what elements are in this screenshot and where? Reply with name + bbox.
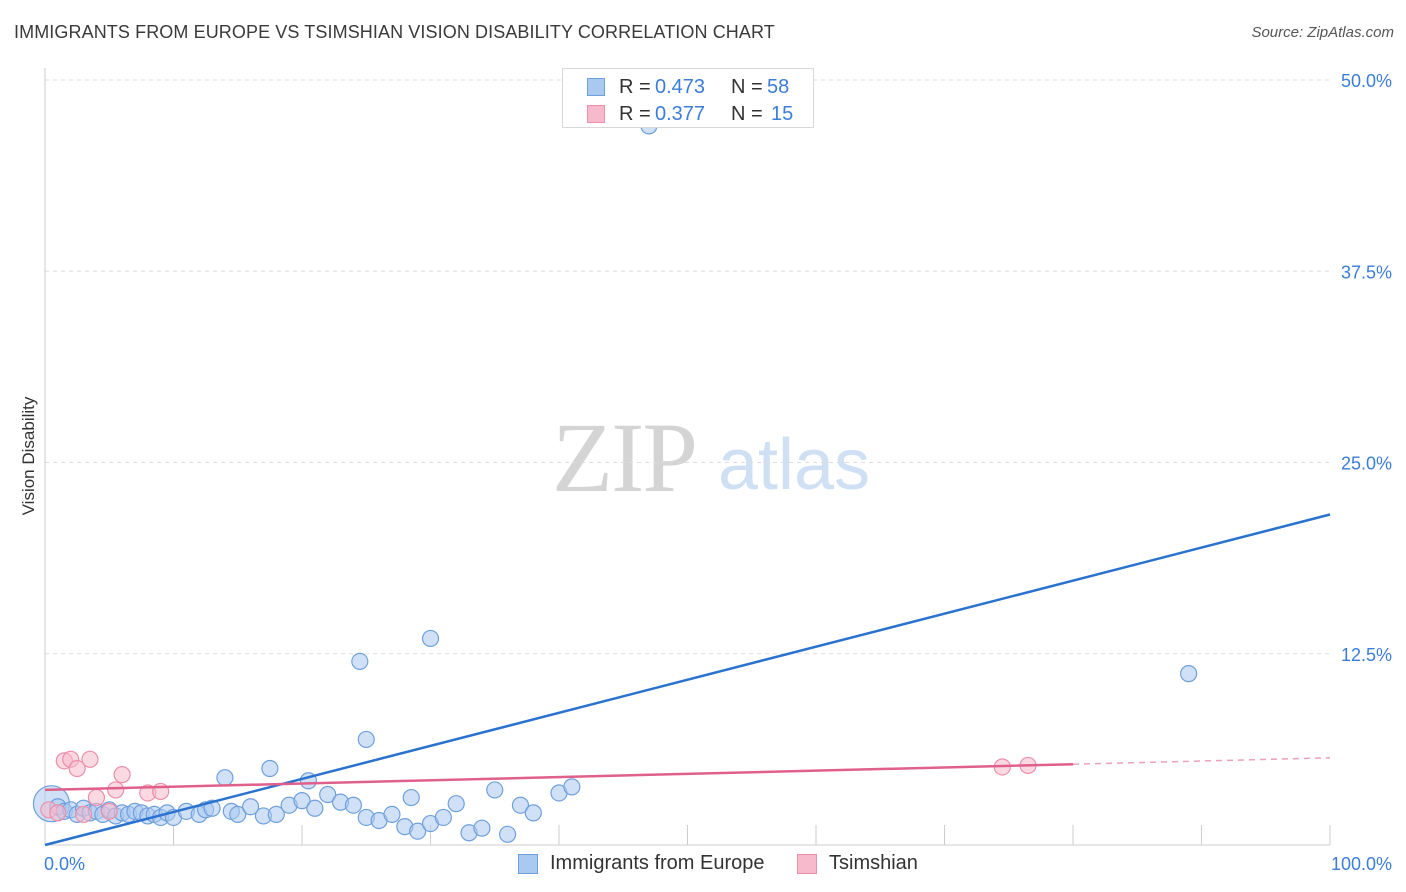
tsimshian-point (68, 759, 86, 778)
tsimshian-trendline-extension (1072, 757, 1331, 765)
europe-point (524, 804, 542, 822)
x-tick-label-min: 0.0% (44, 854, 85, 874)
tsimshian-point (81, 750, 99, 768)
x-tick-label-max: 100.0% (1331, 854, 1392, 874)
europe-point (447, 795, 465, 813)
europe-point (409, 822, 427, 840)
tsimshian-point (87, 788, 106, 807)
chart-source: Source: ZipAtlas.com (1251, 24, 1394, 41)
europe-swatch (587, 78, 605, 96)
europe-point (242, 798, 260, 816)
legend-europe-label: Immigrants from Europe (550, 852, 765, 874)
europe-point (499, 825, 517, 843)
legend-tsimshian-swatch (797, 854, 817, 874)
y-tick-label: 12.5% (1341, 645, 1392, 665)
europe-trendline (44, 513, 1331, 847)
tsimshian-r-value: 0.377 (655, 103, 706, 125)
tsimshian-point (49, 804, 67, 822)
y-tick-label: 25.0% (1341, 454, 1392, 474)
chart-title: IMMIGRANTS FROM EUROPE VS TSIMSHIAN VISI… (14, 22, 775, 42)
europe-point (216, 769, 234, 787)
europe-point (511, 796, 530, 814)
tsimshian-point (113, 766, 131, 784)
watermark-atlas: atlas (718, 425, 871, 505)
tsimshian-point (74, 805, 93, 824)
europe-point (229, 805, 247, 824)
europe-n-label: N = (731, 76, 763, 98)
tsimshian-n-value: 15 (771, 103, 794, 125)
europe-point (402, 788, 420, 807)
europe-point (486, 781, 504, 799)
europe-point (261, 759, 279, 778)
europe-point (357, 730, 375, 749)
europe-point (1180, 665, 1198, 683)
stats-legend: R = 0.473 N = 58 R = 0.377 N = 15 (562, 68, 814, 128)
europe-point (434, 808, 452, 827)
europe-point (319, 785, 337, 804)
europe-point (563, 778, 581, 796)
legend-europe-swatch (518, 854, 538, 874)
europe-point (293, 792, 311, 810)
tsimshian-r-label: R = (619, 103, 651, 125)
europe-point (473, 819, 491, 837)
europe-n-value: 58 (767, 76, 790, 98)
europe-point (344, 796, 362, 814)
tsimshian-swatch (587, 105, 605, 123)
y-axis-label: Vision Disability (19, 396, 38, 515)
tsimshian-point (107, 781, 125, 799)
tsimshian-point (100, 802, 118, 820)
europe-point (421, 629, 440, 648)
europe-point (383, 805, 401, 824)
tsimshian-n-label: N = (731, 103, 763, 125)
europe-r-label: R = (619, 76, 651, 98)
europe-point (267, 805, 285, 824)
europe-r-value: 0.473 (655, 76, 706, 98)
tsimshian-trendline (44, 762, 1074, 792)
y-tick-label: 37.5% (1341, 262, 1392, 282)
europe-point (351, 652, 369, 671)
y-tick-label: 50.0% (1341, 71, 1392, 91)
legend-tsimshian-label: Tsimshian (829, 852, 918, 874)
europe-point (306, 799, 324, 817)
watermark-zip: ZIP (552, 402, 698, 513)
